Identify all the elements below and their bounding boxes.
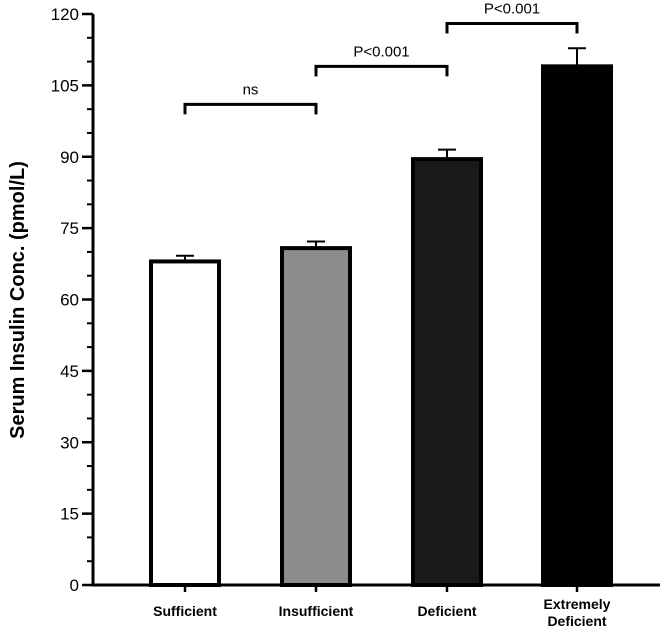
significance-label: ns [243, 81, 259, 98]
y-tick-label: 0 [70, 576, 79, 595]
significance-bracket [314, 64, 449, 77]
y-tick-label: 30 [60, 433, 79, 452]
y-tick-label: 90 [60, 148, 79, 167]
bar [149, 259, 221, 587]
category-label-line: Extremely [544, 596, 611, 612]
y-tick-label: 75 [60, 219, 79, 238]
significance-label: P<0.001 [484, 1, 540, 18]
significance-label: P<0.001 [353, 43, 409, 60]
significance-bracket [445, 22, 579, 34]
y-tick-label: 120 [51, 5, 79, 24]
significance-bracket [183, 102, 318, 115]
bar [280, 246, 352, 588]
y-tick-label: 45 [60, 362, 79, 381]
category-label-line: Deficient [547, 613, 606, 629]
y-axis-label: Serum Insulin Conc. (pmol/L) [7, 161, 29, 439]
bars [149, 47, 613, 588]
bar [541, 64, 613, 587]
category-label: Extremely Deficient [544, 596, 611, 629]
y-axis: 0 15 30 45 60 75 90 105 120 [51, 5, 95, 595]
significance-brackets: ns P<0.001 P<0.001 [183, 1, 579, 115]
category-label: Deficient [417, 603, 476, 619]
y-tick-label: 15 [60, 505, 79, 524]
bar [411, 157, 483, 587]
y-tick-label: 60 [60, 291, 79, 310]
y-axis-label-group: Serum Insulin Conc. (pmol/L) [7, 161, 29, 439]
category-label: Insufficient [279, 603, 354, 619]
category-label: Sufficient [153, 603, 217, 619]
y-tick-label: 105 [51, 76, 79, 95]
x-axis: Sufficient Insufficient Deficient Extremely… [91, 583, 660, 629]
